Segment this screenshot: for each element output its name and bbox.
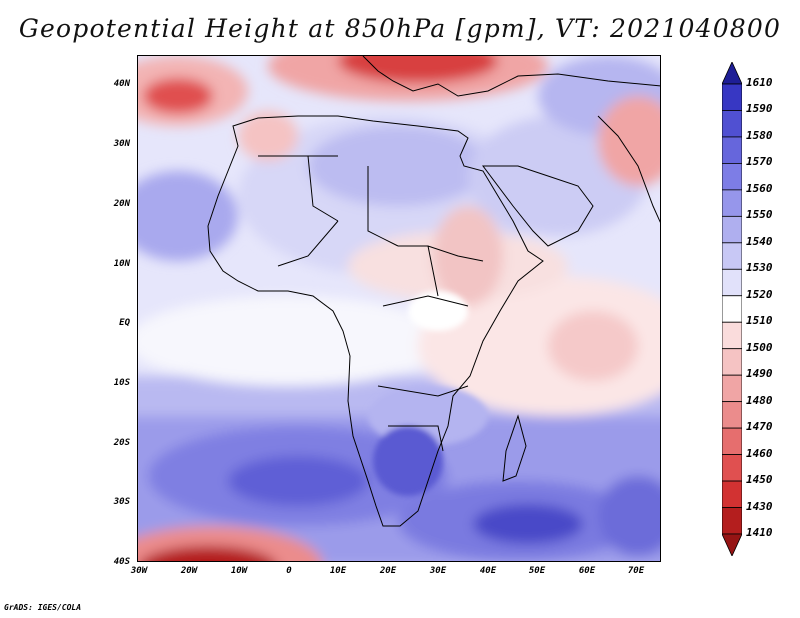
lon-tick-label: 30W: [130, 566, 148, 576]
lat-tick-label: 30S: [113, 497, 130, 507]
credit-label: GrADS: IGES/COLA: [4, 603, 82, 612]
colorbar-label: 1410: [746, 526, 773, 539]
colorbar-label: 1550: [746, 208, 773, 222]
colorbar-cell: [722, 427, 742, 455]
lat-tick-label: 10S: [113, 378, 130, 388]
lat-tick-label: 20N: [113, 199, 130, 209]
colorbar-label: 1490: [746, 367, 773, 381]
colorbar-label: 1570: [746, 155, 773, 169]
colorbar-label: 1500: [746, 340, 773, 354]
colorbar-cell: [722, 454, 742, 482]
map-panel: [137, 55, 661, 562]
lon-tick-label: 10W: [230, 566, 248, 576]
colorbar-cell: [722, 136, 742, 164]
colorbar-cell: [722, 374, 742, 403]
colorbar-cell: [722, 242, 742, 270]
colorbar: [722, 62, 742, 556]
colorbar-label: 1580: [746, 128, 773, 142]
lon-tick-label: 20E: [379, 566, 397, 576]
colorbar-cell: [722, 401, 742, 429]
colorbar-cell: [722, 215, 742, 244]
coastlines: [207, 56, 660, 527]
colorbar-cell: [722, 189, 742, 217]
colorbar-cell: [722, 533, 742, 556]
colorbar-label: 1510: [746, 314, 773, 328]
colorbar-cell: [722, 83, 742, 111]
colorbar-label: 1540: [746, 234, 773, 248]
colorbar-label: 1610: [746, 76, 773, 89]
colorbar-label: 1560: [746, 181, 773, 195]
lat-tick-label: 30N: [113, 139, 130, 149]
colorbar-cell: [722, 348, 742, 376]
colorbar-cell: [722, 507, 742, 535]
colorbar-label: 1460: [746, 446, 773, 460]
chart-title: Geopotential Height at 850hPa [gpm], VT:…: [18, 14, 782, 43]
colorbar-label: 1470: [746, 420, 773, 434]
lat-tick-label: 40S: [113, 557, 130, 567]
lon-tick-label: 0: [286, 566, 292, 576]
lat-tick-label: EQ: [119, 318, 130, 328]
lat-tick-label: 40N: [113, 79, 130, 89]
lon-tick-label: 40E: [479, 566, 497, 576]
lat-tick-label: 20S: [113, 438, 130, 448]
colorbar-label: 1480: [746, 393, 773, 407]
colorbar-cell: [722, 163, 742, 191]
colorbar-cell: [722, 110, 742, 138]
colorbar-label: 1530: [746, 261, 773, 275]
lon-tick-label: 50E: [528, 566, 546, 576]
colorbar-cell: [722, 62, 742, 85]
lon-tick-label: 70E: [627, 566, 645, 576]
height-field: [138, 56, 660, 561]
colorbar-label: 1590: [746, 102, 773, 116]
lon-tick-label: 30E: [429, 566, 447, 576]
lon-tick-label: 60E: [578, 566, 596, 576]
colorbar-cell: [722, 321, 742, 350]
lon-tick-label: 20W: [180, 566, 198, 576]
colorbar-cell: [722, 480, 742, 508]
lat-tick-label: 10N: [113, 259, 130, 269]
colorbar-label: 1450: [746, 473, 773, 487]
colorbar-cell: [722, 295, 742, 323]
colorbar-label: 1520: [746, 287, 773, 301]
colorbar-label: 1430: [746, 499, 773, 513]
lon-tick-label: 10E: [329, 566, 347, 576]
colorbar-cell: [722, 268, 742, 297]
